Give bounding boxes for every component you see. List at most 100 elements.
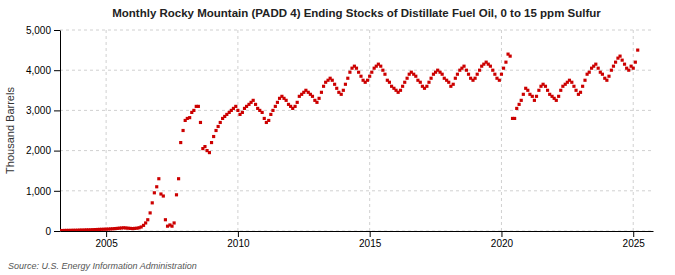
grid-line-x bbox=[237, 30, 238, 231]
point bbox=[544, 85, 547, 88]
point bbox=[526, 89, 529, 92]
point bbox=[263, 117, 266, 120]
y-tick-label: 4,000 bbox=[26, 65, 51, 76]
grid-line-y bbox=[60, 150, 653, 151]
grid-line-x bbox=[501, 30, 502, 231]
point bbox=[241, 111, 244, 114]
point bbox=[513, 117, 516, 120]
point bbox=[388, 81, 391, 84]
grid-line-y bbox=[60, 70, 653, 71]
point bbox=[579, 91, 582, 94]
point bbox=[557, 95, 560, 98]
grid-line-y bbox=[60, 110, 653, 111]
point bbox=[335, 87, 338, 90]
point bbox=[381, 69, 384, 72]
y-axis-line bbox=[60, 31, 61, 232]
point bbox=[173, 221, 176, 224]
y-tick-mark bbox=[54, 30, 60, 31]
point bbox=[559, 89, 562, 92]
point bbox=[520, 99, 523, 102]
point bbox=[311, 95, 314, 98]
point bbox=[322, 85, 325, 88]
point bbox=[276, 101, 279, 104]
point bbox=[162, 194, 165, 197]
point bbox=[537, 89, 540, 92]
point bbox=[359, 75, 362, 78]
point bbox=[476, 73, 479, 76]
point bbox=[531, 95, 534, 98]
point bbox=[285, 99, 288, 102]
point bbox=[254, 103, 257, 106]
point bbox=[621, 59, 624, 62]
y-tick: 4,000 bbox=[26, 65, 60, 76]
point bbox=[317, 97, 320, 100]
point bbox=[462, 65, 465, 68]
point bbox=[320, 91, 323, 94]
point bbox=[331, 79, 334, 82]
point bbox=[623, 63, 626, 66]
point bbox=[509, 55, 512, 58]
point bbox=[197, 105, 200, 108]
point bbox=[342, 89, 345, 92]
point bbox=[170, 225, 173, 228]
point bbox=[618, 55, 621, 58]
point bbox=[340, 93, 343, 96]
y-tick-mark bbox=[54, 151, 60, 152]
chart-svg: 2005201020152020202501,0002,0003,0004,00… bbox=[0, 0, 675, 275]
point bbox=[456, 73, 459, 76]
point bbox=[177, 177, 180, 180]
point bbox=[214, 129, 217, 132]
point bbox=[522, 93, 525, 96]
grid-line-y bbox=[60, 30, 653, 31]
point bbox=[419, 81, 422, 84]
chart-container: 2005201020152020202501,0002,0003,0004,00… bbox=[0, 0, 675, 275]
y-tick-mark bbox=[54, 191, 60, 192]
point bbox=[175, 193, 178, 196]
point bbox=[261, 111, 264, 114]
grid-line-x bbox=[369, 30, 370, 231]
x-tick: 2010 bbox=[227, 231, 250, 249]
point bbox=[634, 61, 637, 64]
grid-line-y bbox=[60, 190, 653, 191]
point bbox=[447, 81, 450, 84]
point bbox=[478, 69, 481, 72]
grid-line-x bbox=[106, 30, 107, 231]
x-tick-mark bbox=[238, 231, 239, 237]
point bbox=[181, 129, 184, 132]
point bbox=[498, 79, 501, 82]
point bbox=[151, 201, 154, 204]
point bbox=[597, 67, 600, 70]
point bbox=[208, 151, 211, 154]
point bbox=[348, 71, 351, 74]
point bbox=[570, 81, 573, 84]
x-tick-label: 2010 bbox=[227, 238, 250, 249]
point bbox=[491, 69, 494, 72]
point bbox=[164, 218, 167, 221]
grid bbox=[60, 30, 653, 231]
point bbox=[333, 83, 336, 86]
point bbox=[346, 77, 349, 80]
y-tick-label: 2,000 bbox=[26, 145, 51, 156]
source-note: Source: U.S. Energy Information Administ… bbox=[8, 261, 197, 271]
point bbox=[493, 73, 496, 76]
point bbox=[607, 75, 610, 78]
point bbox=[153, 191, 156, 194]
point bbox=[614, 61, 617, 64]
point bbox=[430, 77, 433, 80]
point bbox=[144, 221, 147, 224]
x-tick: 2015 bbox=[359, 231, 382, 249]
y-tick-label: 3,000 bbox=[26, 105, 51, 116]
y-axis: 01,0002,0003,0004,0005,000 bbox=[26, 25, 61, 237]
point bbox=[355, 67, 358, 70]
y-tick-label: 0 bbox=[45, 226, 51, 237]
point bbox=[199, 121, 202, 124]
point bbox=[414, 75, 417, 78]
point bbox=[425, 85, 428, 88]
point bbox=[188, 116, 191, 119]
point bbox=[474, 77, 477, 80]
point bbox=[379, 65, 382, 68]
point bbox=[294, 105, 297, 108]
x-tick-label: 2020 bbox=[491, 238, 514, 249]
point bbox=[605, 79, 608, 82]
x-axis-line bbox=[61, 231, 654, 232]
